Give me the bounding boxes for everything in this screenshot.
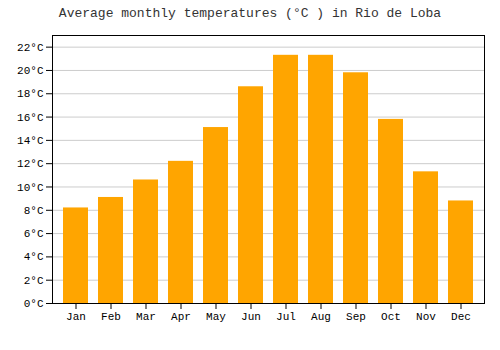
svg-text:Jan: Jan [66, 311, 86, 323]
svg-text:Jun: Jun [241, 311, 261, 323]
svg-text:Nov: Nov [416, 311, 436, 323]
svg-text:Sep: Sep [346, 311, 366, 323]
svg-text:18°C: 18°C [17, 88, 44, 100]
svg-text:10°C: 10°C [17, 181, 44, 193]
svg-text:Dec: Dec [451, 311, 471, 323]
svg-text:Oct: Oct [381, 311, 401, 323]
svg-text:12°C: 12°C [17, 158, 44, 170]
svg-text:2°C: 2°C [24, 275, 44, 287]
html-text:Average monthly temperatures (: Average monthly temperatures (°C ) in Ri… [58, 6, 442, 21]
svg-text:May: May [206, 311, 226, 323]
svg-text:Mar: Mar [136, 311, 156, 323]
svg-text:0°C: 0°C [24, 298, 44, 310]
svg-text:8°C: 8°C [24, 205, 44, 217]
svg-text:14°C: 14°C [17, 135, 44, 147]
svg-text:22°C: 22°C [17, 42, 44, 54]
svg-text:4°C: 4°C [24, 251, 44, 263]
svg-text:Jul: Jul [276, 311, 296, 323]
svg-text:6°C: 6°C [24, 228, 44, 240]
svg-text:Feb: Feb [101, 311, 121, 323]
svg-text:16°C: 16°C [17, 112, 44, 124]
svg-text:Aug: Aug [311, 311, 331, 323]
svg-text:Apr: Apr [171, 311, 191, 323]
svg-text:20°C: 20°C [17, 65, 44, 77]
